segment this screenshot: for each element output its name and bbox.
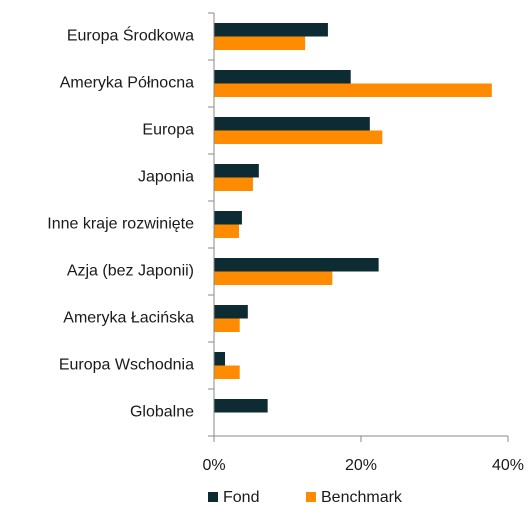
bar: [214, 164, 259, 178]
y-tick-label: Ameryka Łacińska: [63, 310, 194, 327]
bar: [214, 177, 253, 191]
bar: [214, 117, 370, 131]
bar: [214, 36, 306, 50]
bar: [214, 258, 379, 272]
x-tick-label: 40%: [492, 457, 524, 474]
bar: [214, 305, 248, 319]
bar: [214, 130, 383, 144]
bar: [214, 23, 328, 37]
bar: [214, 83, 492, 97]
y-tick-label: Azja (bez Japonii): [67, 263, 194, 280]
y-tick-label: Globalne: [130, 404, 194, 421]
legend-swatch: [306, 492, 316, 502]
y-tick-label: Inne kraje rozwinięte: [47, 216, 194, 233]
bar: [214, 365, 240, 379]
x-tick-label: 20%: [345, 457, 377, 474]
y-tick-label: Ameryka Północna: [60, 75, 194, 92]
bar: [214, 399, 268, 413]
bar: [214, 318, 240, 332]
y-tick-label: Europa Środkowa: [67, 26, 194, 45]
y-tick-label: Europa: [142, 122, 194, 139]
legend-label: Benchmark: [321, 489, 403, 506]
y-tick-label: Japonia: [138, 169, 194, 186]
y-tick-label: Europa Wschodnia: [59, 357, 194, 374]
bar: [214, 211, 242, 225]
bar: [214, 352, 226, 366]
x-tick-label: 0%: [202, 457, 225, 474]
legend-label: Fond: [223, 489, 259, 506]
bar: [214, 70, 351, 84]
bar: [214, 271, 333, 285]
legend-swatch: [208, 492, 218, 502]
bar: [214, 224, 239, 238]
